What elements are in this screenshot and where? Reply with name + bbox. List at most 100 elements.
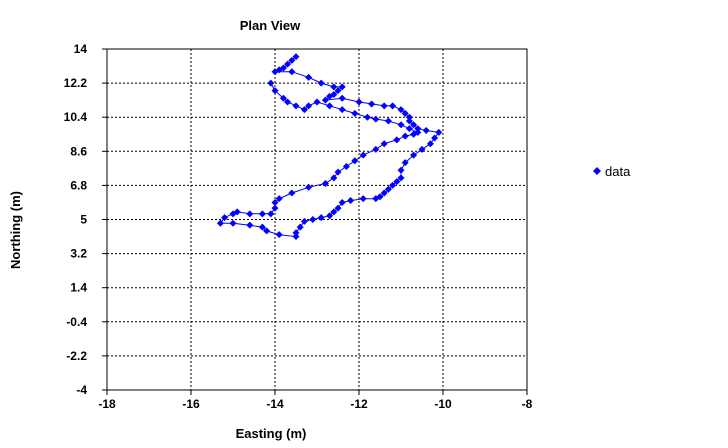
data-point — [355, 98, 363, 106]
y-tick-label: -2.2 — [66, 349, 87, 363]
data-point — [258, 210, 266, 218]
data-point — [309, 216, 317, 223]
data-point — [372, 145, 380, 153]
data-point — [414, 128, 422, 136]
data-point — [397, 106, 405, 114]
data-point — [292, 53, 300, 61]
data-point — [305, 73, 313, 81]
data-point — [292, 229, 300, 237]
data-point — [384, 117, 392, 125]
data-point — [347, 197, 355, 205]
y-axis-label: Northing (m) — [8, 191, 23, 269]
y-tick-label: 1.4 — [70, 281, 87, 295]
data-point — [380, 102, 388, 110]
data-point — [368, 100, 376, 108]
data-point — [405, 113, 413, 121]
x-tick-label: -14 — [266, 397, 284, 411]
y-tick-label: 5 — [80, 213, 87, 227]
data-point — [397, 121, 405, 129]
data-point — [216, 219, 224, 227]
data-point — [330, 83, 338, 91]
y-tick-label: 10.4 — [64, 110, 88, 124]
data-point — [338, 83, 346, 91]
data-point — [334, 204, 342, 212]
data-point — [351, 109, 359, 117]
data-point — [338, 94, 346, 102]
data-point — [246, 221, 254, 229]
data-point — [288, 68, 296, 76]
data-point — [258, 223, 266, 231]
data-point — [267, 210, 275, 218]
data-point — [338, 106, 346, 114]
data-point — [363, 113, 371, 121]
data-point — [246, 210, 254, 218]
data-point — [300, 217, 308, 225]
data-point — [418, 145, 426, 153]
data-point — [414, 125, 422, 133]
data-point — [326, 102, 334, 110]
data-point — [271, 198, 279, 206]
data-point — [372, 195, 380, 203]
data-point — [326, 212, 334, 220]
data-point — [389, 181, 397, 189]
x-tick-label: -8 — [522, 397, 533, 411]
x-tick-label: -16 — [182, 397, 200, 411]
data-point — [405, 117, 413, 125]
data-point — [271, 204, 279, 212]
data-point — [338, 198, 346, 206]
data-point — [389, 102, 397, 110]
data-point — [410, 151, 418, 159]
data-point — [351, 157, 359, 165]
data-series — [216, 53, 443, 241]
data-point — [401, 159, 409, 167]
x-tick-label: -18 — [98, 397, 116, 411]
data-point — [300, 106, 308, 114]
data-point — [372, 115, 380, 123]
data-point — [267, 79, 275, 87]
data-point — [275, 231, 283, 239]
data-point — [288, 56, 296, 64]
data-point — [410, 121, 418, 129]
data-point — [435, 128, 443, 136]
data-point — [380, 140, 388, 148]
legend-marker-diamond-icon — [593, 167, 601, 175]
data-point — [401, 109, 409, 117]
data-point — [221, 214, 229, 222]
data-point — [229, 219, 237, 227]
data-point — [384, 185, 392, 193]
data-point — [397, 166, 405, 174]
data-point — [380, 189, 388, 197]
chart-title: Plan View — [240, 18, 301, 33]
data-point — [359, 151, 367, 159]
y-tick-label: -4 — [76, 383, 87, 397]
x-axis-ticks: -18 -16 -14 -12 -10 -8 — [98, 390, 533, 411]
data-point — [313, 98, 321, 106]
data-point — [233, 208, 241, 216]
legend: data — [593, 164, 631, 179]
data-point — [426, 140, 434, 148]
data-point — [326, 92, 334, 100]
x-axis-label: Easting (m) — [236, 426, 307, 441]
data-point — [330, 208, 338, 216]
y-tick-label: -0.4 — [66, 315, 87, 329]
data-point — [292, 233, 300, 241]
data-point — [321, 180, 329, 188]
data-point — [397, 174, 405, 182]
data-point — [405, 125, 413, 133]
data-point — [321, 96, 329, 104]
data-point — [431, 134, 439, 142]
x-tick-label: -10 — [434, 397, 452, 411]
data-point — [393, 178, 401, 186]
x-tick-label: -12 — [350, 397, 368, 411]
y-axis-ticks: -4 -2.2 -0.4 1.4 3.2 5 6.8 8.6 10.4 12.2 14 — [64, 42, 107, 397]
data-point — [271, 68, 279, 76]
data-point — [317, 79, 325, 87]
data-point — [296, 223, 304, 231]
data-point — [284, 60, 292, 68]
data-point — [342, 162, 350, 170]
data-point — [284, 98, 292, 106]
y-tick-label: 12.2 — [64, 76, 88, 90]
data-point — [275, 195, 283, 203]
data-point — [359, 195, 367, 203]
